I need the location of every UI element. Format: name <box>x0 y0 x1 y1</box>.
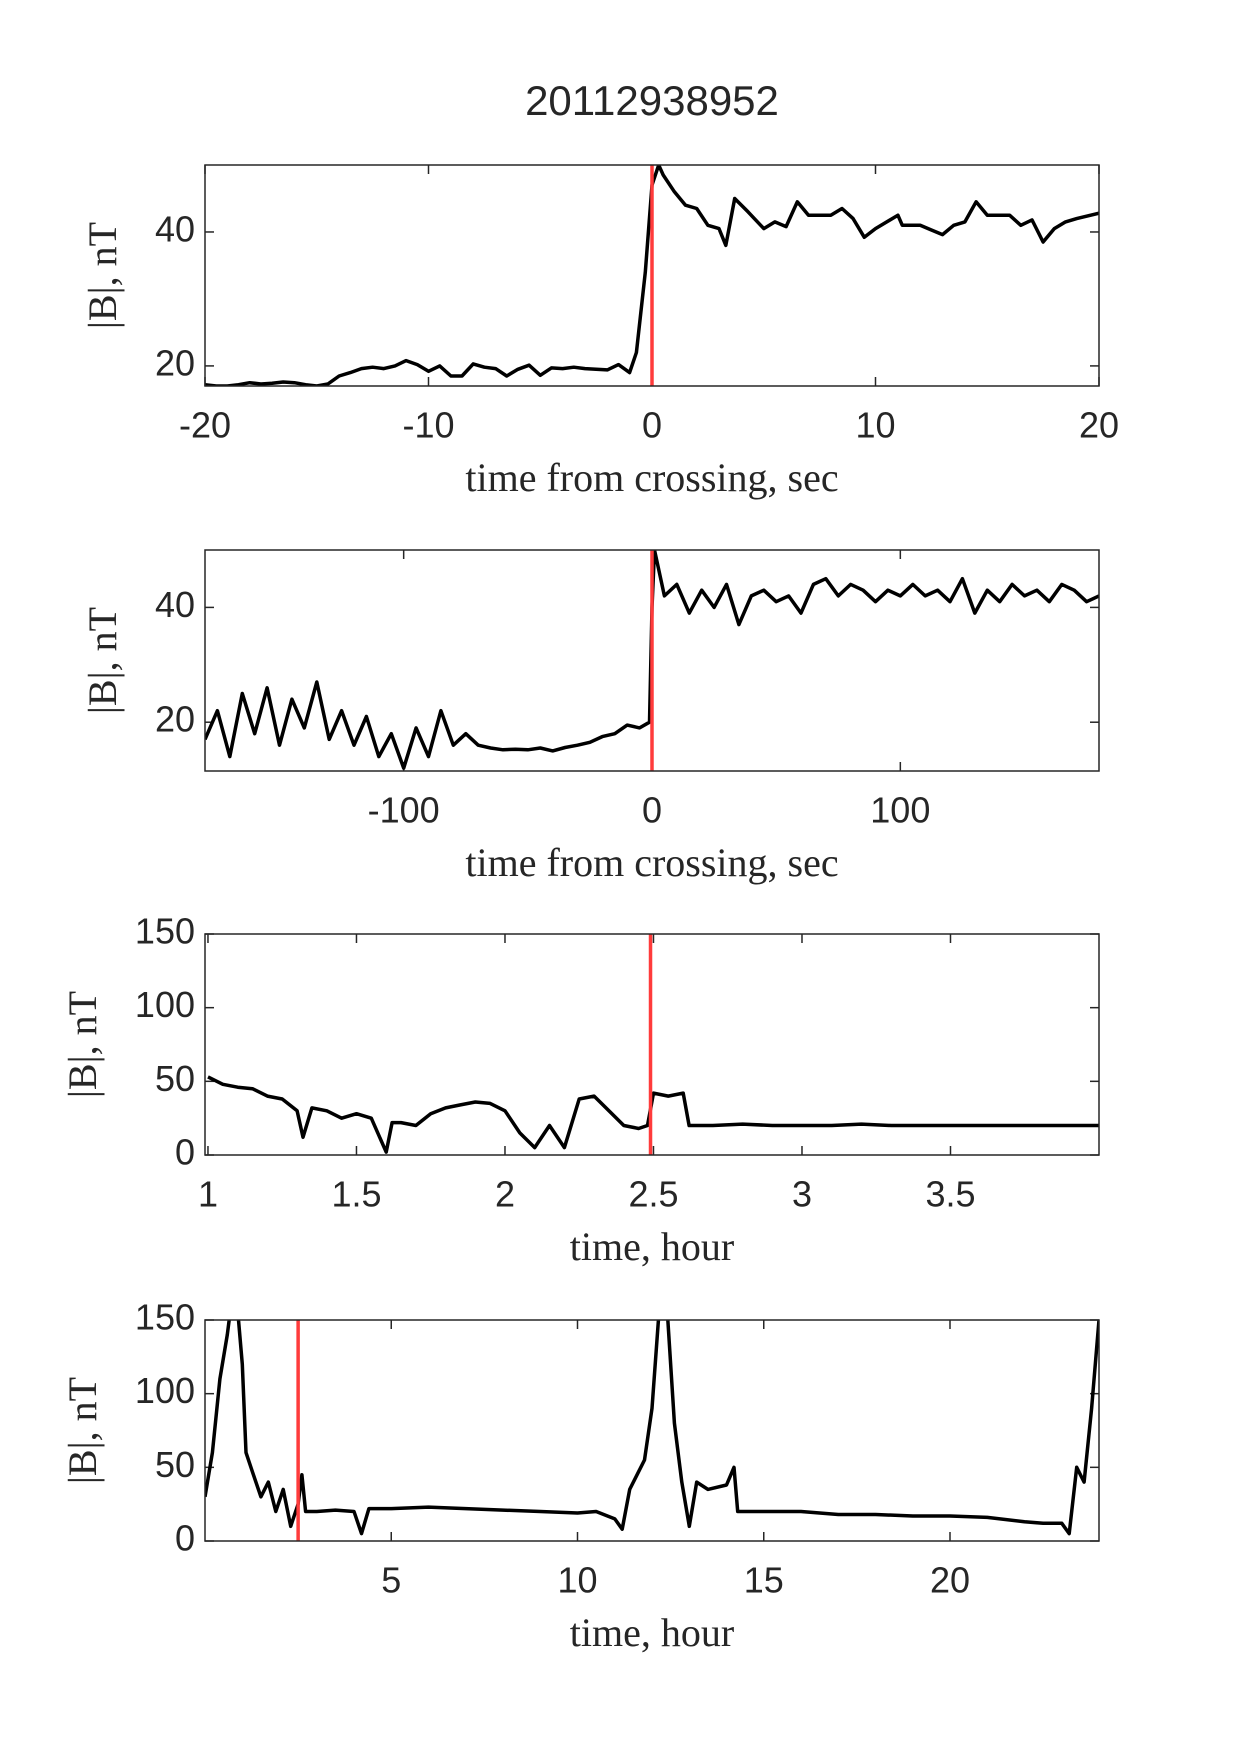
x-tick-label: 15 <box>744 1560 784 1601</box>
y-tick-label: 150 <box>135 1297 195 1338</box>
axes-box <box>204 1319 1100 1542</box>
axes-box <box>204 933 1100 1156</box>
axes-box <box>204 164 1100 387</box>
x-tick-label: 20 <box>1079 405 1119 446</box>
x-tick-label: 3.5 <box>925 1174 975 1215</box>
x-tick-label: 0 <box>642 790 662 831</box>
x-tick-label: 3 <box>792 1174 812 1215</box>
y-tick-label: 150 <box>135 911 195 952</box>
x-tick-label: 2.5 <box>628 1174 678 1215</box>
y-tick-label: 20 <box>155 699 195 740</box>
y-tick-label: 100 <box>135 1370 195 1411</box>
x-tick-label: 5 <box>381 1560 401 1601</box>
data-line <box>205 1320 1099 1536</box>
x-tick-label: -10 <box>402 405 454 446</box>
x-tick-label: 100 <box>870 790 930 831</box>
y-axis-label: |B|, nT <box>60 1377 105 1484</box>
data-line <box>207 1075 1099 1154</box>
y-tick-label: 40 <box>155 584 195 625</box>
x-tick-label: 1 <box>198 1174 218 1215</box>
y-axis-label: |B|, nT <box>80 222 125 329</box>
y-tick-label: 50 <box>155 1444 195 1485</box>
x-tick-label: 1.5 <box>331 1174 381 1215</box>
axes-box <box>204 549 1100 772</box>
x-axis-label: time, hour <box>570 1610 734 1655</box>
y-tick-label: 40 <box>155 208 195 249</box>
x-tick-label: 10 <box>557 1560 597 1601</box>
x-axis-label: time from crossing, sec <box>465 840 838 885</box>
x-tick-label: 10 <box>855 405 895 446</box>
data-line <box>205 165 1099 386</box>
y-tick-label: 0 <box>175 1518 195 1559</box>
x-axis-label: time, hour <box>570 1224 734 1269</box>
x-tick-label: -20 <box>179 405 231 446</box>
y-axis-label: |B|, nT <box>60 991 105 1098</box>
x-tick-label: 2 <box>495 1174 515 1215</box>
x-tick-label: 20 <box>930 1560 970 1601</box>
x-tick-label: 0 <box>642 405 662 446</box>
y-tick-label: 50 <box>155 1058 195 1099</box>
x-axis-label: time from crossing, sec <box>465 455 838 500</box>
y-tick-label: 20 <box>155 342 195 383</box>
y-tick-label: 0 <box>175 1132 195 1173</box>
y-axis-label: |B|, nT <box>80 607 125 714</box>
y-tick-label: 100 <box>135 984 195 1025</box>
figure-title: 20112938952 <box>525 77 779 124</box>
x-tick-label: -100 <box>368 790 440 831</box>
